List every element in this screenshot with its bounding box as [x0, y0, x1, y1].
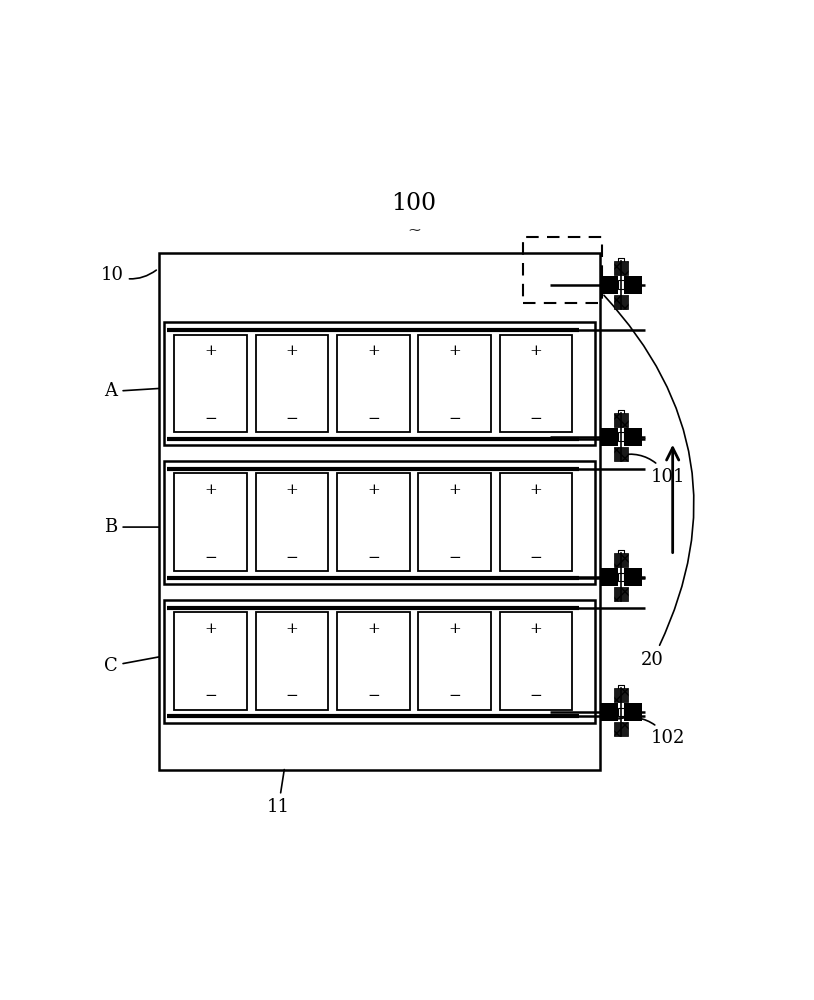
Bar: [500, 335, 572, 432]
Text: −: −: [204, 551, 217, 565]
Text: +: +: [204, 344, 217, 358]
Text: −: −: [286, 412, 298, 426]
Text: −: −: [449, 689, 461, 703]
Bar: [618, 573, 624, 581]
Bar: [614, 413, 628, 427]
Text: 102: 102: [619, 717, 685, 747]
Bar: [618, 280, 624, 289]
Bar: [624, 276, 641, 294]
Bar: [614, 295, 628, 309]
Bar: [614, 261, 628, 275]
Text: B: B: [104, 518, 159, 536]
Text: +: +: [286, 622, 298, 636]
Bar: [600, 428, 618, 446]
Bar: [614, 587, 628, 601]
Text: −: −: [530, 551, 542, 565]
Bar: [174, 473, 247, 571]
Text: +: +: [286, 483, 298, 497]
Bar: [500, 473, 572, 571]
Text: −: −: [367, 412, 379, 426]
Bar: [164, 600, 595, 723]
Bar: [418, 473, 491, 571]
Text: −: −: [449, 551, 461, 565]
Bar: [174, 612, 247, 710]
Bar: [174, 335, 247, 432]
Bar: [600, 703, 618, 721]
Bar: [337, 473, 409, 571]
Text: +: +: [530, 344, 542, 358]
Bar: [624, 428, 641, 446]
Text: A: A: [104, 382, 159, 400]
Text: −: −: [449, 412, 461, 426]
Text: 10: 10: [101, 266, 156, 284]
Text: +: +: [530, 622, 542, 636]
Bar: [523, 237, 602, 303]
Text: −: −: [204, 689, 217, 703]
Text: −: −: [204, 412, 217, 426]
Bar: [256, 612, 328, 710]
Bar: [600, 276, 618, 294]
Text: 20: 20: [604, 295, 694, 669]
Bar: [618, 432, 624, 441]
Text: −: −: [530, 412, 542, 426]
Text: ~: ~: [407, 221, 421, 238]
Bar: [256, 335, 328, 432]
Text: +: +: [449, 344, 461, 358]
Bar: [337, 612, 409, 710]
Bar: [418, 612, 491, 710]
Bar: [614, 553, 628, 567]
Text: +: +: [204, 483, 217, 497]
Bar: [618, 708, 624, 716]
Bar: [600, 568, 618, 586]
Text: +: +: [367, 483, 379, 497]
Bar: [614, 688, 628, 702]
Text: −: −: [286, 551, 298, 565]
Bar: [624, 568, 641, 586]
Text: 11: 11: [267, 770, 290, 816]
Bar: [418, 335, 491, 432]
Text: C: C: [103, 657, 159, 675]
Bar: [624, 703, 641, 721]
Text: +: +: [449, 483, 461, 497]
Bar: [337, 335, 409, 432]
Bar: [614, 447, 628, 461]
Bar: [164, 461, 595, 584]
Bar: [614, 722, 628, 736]
Text: 101: 101: [619, 454, 685, 486]
Bar: [500, 612, 572, 710]
Text: +: +: [286, 344, 298, 358]
Bar: [164, 322, 595, 445]
Text: −: −: [367, 551, 379, 565]
Text: −: −: [286, 689, 298, 703]
Text: +: +: [530, 483, 542, 497]
Bar: [256, 473, 328, 571]
Bar: [159, 253, 600, 770]
Text: −: −: [530, 689, 542, 703]
Text: +: +: [367, 344, 379, 358]
Text: 100: 100: [392, 192, 436, 215]
Text: +: +: [367, 622, 379, 636]
Text: −: −: [367, 689, 379, 703]
Text: +: +: [204, 622, 217, 636]
Text: +: +: [449, 622, 461, 636]
